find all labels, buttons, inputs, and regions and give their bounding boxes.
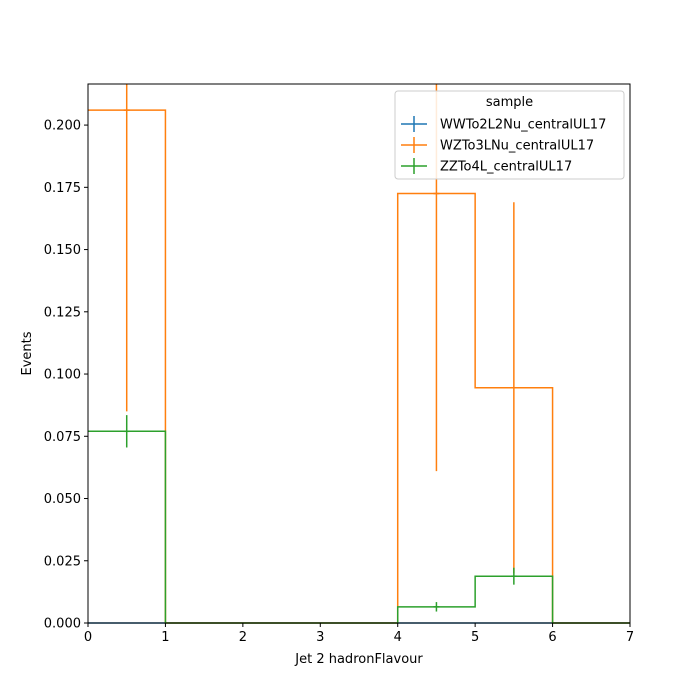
y-tick-label: 0.000 (44, 617, 81, 632)
y-tick-label: 0.100 (44, 368, 81, 383)
y-tick-label: 0.175 (44, 181, 81, 196)
legend-entry-3: ZZTo4L_centralUL17 (440, 160, 572, 175)
x-tick-label: 3 (316, 630, 324, 645)
x-tick-label: 0 (84, 630, 92, 645)
y-tick-label: 0.125 (44, 305, 81, 320)
x-tick-label: 5 (471, 630, 479, 645)
x-tick-label: 2 (239, 630, 247, 645)
x-tick-label: 1 (161, 630, 169, 645)
x-tick-label: 4 (394, 630, 402, 645)
legend-title: sample (486, 95, 533, 110)
y-axis-label: Events (20, 331, 35, 375)
legend-box (394, 90, 625, 180)
y-tick-label: 0.150 (44, 243, 81, 258)
series-step-3 (88, 430, 630, 624)
y-tick-label: 0.025 (44, 554, 81, 569)
legend: sample WWTo2L2Nu_centralUL17 WZTo3LNu_cen… (394, 90, 625, 180)
axes-frame (87, 83, 631, 624)
x-tick-label: 7 (626, 630, 634, 645)
x-tick-label: 6 (548, 630, 556, 645)
legend-entry-1: WWTo2L2Nu_centralUL17 (440, 118, 606, 133)
y-tick-label: 0.200 (44, 119, 81, 134)
legend-entry-2: WZTo3LNu_centralUL17 (440, 139, 594, 154)
y-tick-label: 0.075 (44, 430, 81, 445)
x-axis-label: Jet 2 hadronFlavour (294, 652, 423, 667)
y-tick-label: 0.050 (44, 492, 81, 507)
